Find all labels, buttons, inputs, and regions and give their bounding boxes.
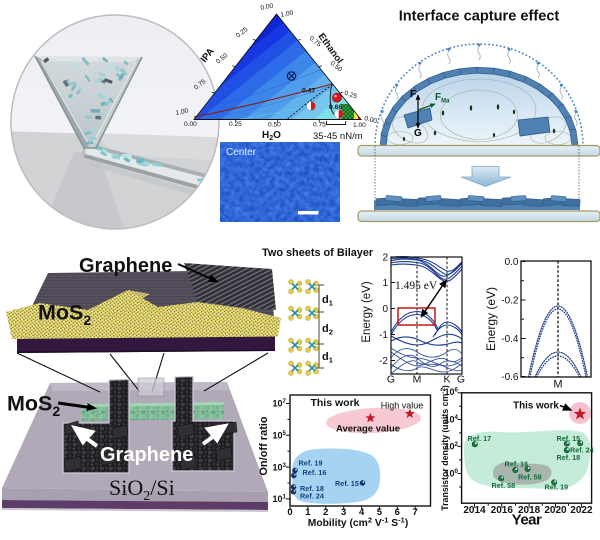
svg-text:0.00: 0.00 — [184, 121, 197, 128]
svg-text:0.0: 0.0 — [505, 257, 519, 268]
svg-text:K: K — [443, 374, 450, 386]
svg-text:107: 107 — [273, 398, 287, 409]
svg-text:0: 0 — [382, 304, 388, 315]
svg-text:d1: d1 — [322, 294, 333, 308]
svg-text:101: 101 — [273, 494, 287, 505]
svg-text:Interface capture effect: Interface capture effect — [399, 9, 560, 25]
svg-text:Transistor density (units cm-2: Transistor density (units cm-2) — [440, 385, 450, 511]
svg-text:M: M — [553, 379, 562, 391]
svg-text:0.00: 0.00 — [364, 115, 378, 125]
svg-text:G: G — [387, 374, 395, 386]
svg-text:Ref. 24: Ref. 24 — [570, 446, 594, 455]
svg-text:0.66: 0.66 — [329, 104, 342, 111]
svg-text:2014: 2014 — [463, 505, 486, 516]
svg-text:7: 7 — [413, 507, 418, 518]
svg-text:Ref. 15: Ref. 15 — [335, 479, 359, 488]
svg-text:0.47: 0.47 — [302, 88, 315, 95]
svg-text:105: 105 — [273, 430, 287, 441]
svg-text:Energy (eV): Energy (eV) — [361, 281, 373, 343]
svg-text:Ref. 19: Ref. 19 — [545, 483, 569, 492]
svg-text:2022: 2022 — [570, 505, 593, 516]
svg-text:Ref. 17: Ref. 17 — [468, 434, 492, 443]
svg-text:0.25: 0.25 — [235, 26, 250, 40]
svg-text:1.00: 1.00 — [353, 122, 366, 129]
svg-text:Mobility (cm2 V-1 S-1): Mobility (cm2 V-1 S-1) — [308, 516, 409, 530]
svg-text:1.00: 1.00 — [175, 107, 189, 117]
svg-text:Ref. 58: Ref. 58 — [492, 481, 516, 490]
svg-text:Ref. 18: Ref. 18 — [557, 453, 581, 462]
svg-text:Ref. 18: Ref. 18 — [300, 484, 324, 493]
svg-text:H2O: H2O — [262, 130, 281, 142]
svg-text:0.25: 0.25 — [229, 121, 242, 128]
svg-text:1: 1 — [305, 507, 311, 518]
svg-text:Average value: Average value — [336, 424, 400, 435]
svg-text:0.00: 0.00 — [260, 2, 274, 12]
svg-text:103: 103 — [273, 462, 287, 473]
svg-text:2: 2 — [382, 253, 388, 264]
svg-text:Ref. 24: Ref. 24 — [300, 492, 325, 501]
svg-text:IPA: IPA — [199, 46, 217, 65]
svg-text:d1: d1 — [322, 351, 333, 365]
svg-text:35-45 nN/m: 35-45 nN/m — [313, 131, 363, 142]
svg-text:Year: Year — [512, 512, 542, 529]
svg-text:0.25: 0.25 — [343, 90, 358, 101]
svg-text:2: 2 — [323, 507, 328, 518]
svg-text:F: F — [410, 89, 416, 100]
svg-text:1.00: 1.00 — [280, 9, 294, 19]
svg-text:MoS2: MoS2 — [38, 301, 91, 329]
svg-text:2020: 2020 — [544, 505, 567, 516]
svg-text:Ref. 16: Ref. 16 — [303, 468, 327, 477]
svg-text:3: 3 — [341, 507, 346, 518]
svg-text:This work: This work — [513, 401, 559, 412]
svg-text:Center: Center — [226, 147, 257, 158]
svg-text:SiO2/Si: SiO2/Si — [109, 475, 175, 504]
svg-text:Ref. 15: Ref. 15 — [557, 434, 581, 443]
svg-text:102: 102 — [445, 441, 459, 452]
svg-text:Ref. 19: Ref. 19 — [299, 459, 323, 468]
svg-text:2016: 2016 — [491, 505, 514, 516]
svg-text:-0.4: -0.4 — [501, 334, 519, 345]
svg-text:G: G — [457, 374, 465, 386]
svg-text:Ref. 59: Ref. 59 — [518, 473, 542, 482]
svg-text:1: 1 — [382, 278, 388, 289]
svg-text:4: 4 — [359, 507, 365, 518]
svg-text:0.75: 0.75 — [193, 78, 208, 92]
svg-text:This work: This work — [310, 397, 359, 409]
svg-text:M: M — [413, 374, 422, 386]
svg-text:0: 0 — [287, 507, 292, 518]
svg-text:0.50: 0.50 — [268, 122, 281, 129]
svg-text:6: 6 — [395, 507, 400, 518]
svg-text:MoS2: MoS2 — [7, 392, 60, 420]
svg-text:106: 106 — [445, 387, 459, 398]
svg-text:-1: -1 — [379, 330, 388, 341]
svg-text:Energy (eV): Energy (eV) — [484, 287, 498, 351]
svg-text:On/off ratio: On/off ratio — [258, 416, 270, 476]
svg-text:2018: 2018 — [518, 505, 541, 516]
svg-text:Graphene: Graphene — [100, 444, 193, 466]
svg-text:5: 5 — [377, 507, 383, 518]
svg-text:0.50: 0.50 — [215, 52, 230, 66]
svg-text:-2: -2 — [379, 356, 388, 367]
svg-text:-0.2: -0.2 — [501, 296, 519, 307]
svg-text:d2: d2 — [322, 323, 333, 337]
svg-text:Graphene: Graphene — [79, 255, 172, 277]
svg-text:Ethanol: Ethanol — [316, 31, 345, 66]
svg-text:104: 104 — [445, 414, 459, 425]
svg-text:100: 100 — [445, 468, 459, 479]
svg-text:G: G — [414, 128, 422, 139]
svg-text:Ref. 16: Ref. 16 — [505, 460, 529, 469]
svg-text:0.75: 0.75 — [313, 122, 326, 129]
svg-text:High value: High value — [381, 401, 424, 411]
svg-text:1.495 eV: 1.495 eV — [395, 280, 438, 292]
svg-text:-0.6: -0.6 — [501, 372, 519, 383]
